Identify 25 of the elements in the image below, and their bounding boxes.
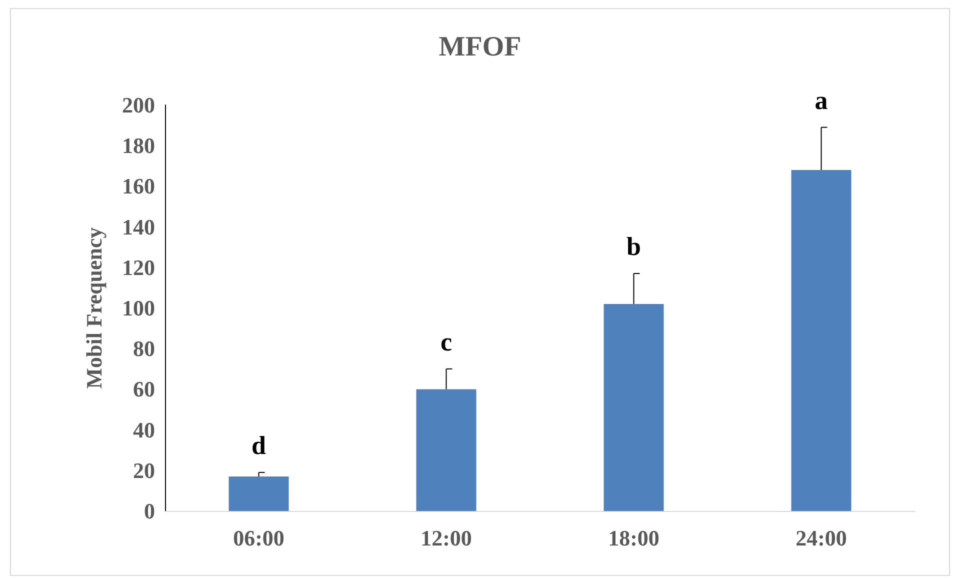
y-tick-label: 200: [122, 92, 155, 118]
y-tick-label: 140: [122, 214, 155, 240]
bar: [791, 170, 852, 511]
bar: [604, 304, 664, 511]
y-tick-label: 40: [133, 417, 155, 442]
bar: [228, 476, 289, 511]
annotation: d: [252, 430, 267, 460]
y-tick-label: 160: [122, 174, 155, 199]
y-axis-title: Mobil Frequency: [82, 227, 106, 389]
y-tick-label: 20: [133, 458, 155, 483]
chart-title: MFOF: [438, 32, 522, 62]
x-tick-label: 24:00: [796, 526, 847, 550]
x-tick-label: 06:00: [233, 526, 284, 550]
y-tick-label: 120: [122, 254, 155, 280]
y-tick-label: 180: [122, 133, 155, 158]
annotation: b: [626, 232, 641, 261]
x-tick-label: 18:00: [608, 526, 660, 550]
y-tick-label: 0: [144, 498, 155, 524]
bar: [416, 389, 476, 511]
y-tick-label: 60: [133, 376, 155, 402]
annotation: a: [814, 86, 828, 115]
y-tick-label: 80: [133, 336, 155, 362]
y-tick-label: 100: [122, 296, 155, 320]
annotation: c: [440, 327, 452, 356]
x-tick-label: 12:00: [420, 526, 472, 550]
